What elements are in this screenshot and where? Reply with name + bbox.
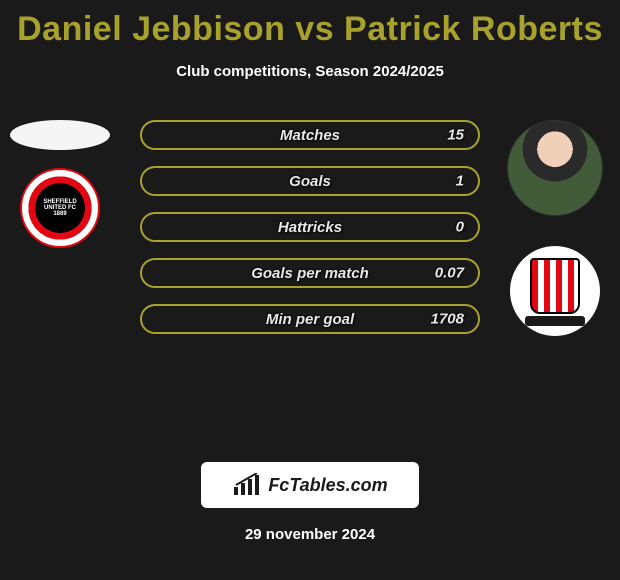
left-club-badge: SHEFFIELD UNITED FC 1889 <box>20 168 100 248</box>
left-player-column: SHEFFIELD UNITED FC 1889 <box>10 120 110 248</box>
stat-value: 15 <box>447 127 464 144</box>
stat-label: Min per goal <box>266 311 354 328</box>
date-label: 29 november 2024 <box>0 526 620 543</box>
chart-icon <box>232 473 262 497</box>
brand-box: FcTables.com <box>201 462 419 508</box>
right-player-photo <box>507 120 603 216</box>
comparison-panel: SHEFFIELD UNITED FC 1889 Matches 15 Goals 1… <box>0 120 620 400</box>
stat-bars: Matches 15 Goals 1 Hattricks 0 Goals per match… <box>140 120 480 350</box>
right-player-column <box>500 120 610 336</box>
stat-value: 0 <box>456 219 464 236</box>
page-title: Daniel Jebbison vs Patrick Roberts <box>0 0 620 49</box>
stat-value: 1708 <box>431 311 464 328</box>
stat-bar: Goals 1 <box>140 166 480 196</box>
stat-label: Goals <box>289 173 331 190</box>
left-club-badge-text: SHEFFIELD UNITED FC 1889 <box>41 199 79 217</box>
stat-label: Hattricks <box>278 219 342 236</box>
stat-bar: Min per goal 1708 <box>140 304 480 334</box>
right-club-badge <box>510 246 600 336</box>
stat-value: 0.07 <box>435 265 464 282</box>
season-subtitle: Club competitions, Season 2024/2025 <box>0 63 620 80</box>
left-player-photo <box>10 120 110 150</box>
stat-bar: Hattricks 0 <box>140 212 480 242</box>
brand-text: FcTables.com <box>268 475 387 496</box>
stat-bar: Goals per match 0.07 <box>140 258 480 288</box>
stat-bar: Matches 15 <box>140 120 480 150</box>
stat-label: Matches <box>280 127 340 144</box>
stat-value: 1 <box>456 173 464 190</box>
stat-label: Goals per match <box>251 265 369 282</box>
